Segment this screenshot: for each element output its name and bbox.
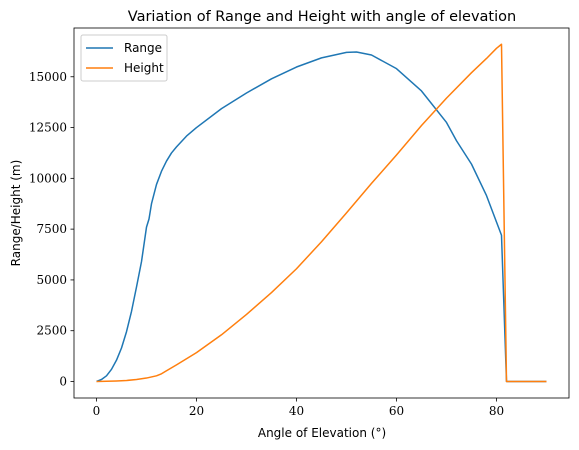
x-tick-label: 20: [189, 404, 204, 418]
x-axis-label: Angle of Elevation (°): [258, 426, 386, 440]
legend-box: [80, 34, 168, 82]
plot-frame: [73, 27, 570, 399]
y-tick-label: 2500: [36, 324, 67, 338]
y-tick-label: 7500: [36, 222, 67, 236]
y-tick-label: 12500: [29, 121, 67, 135]
x-tick-label: 80: [489, 404, 504, 418]
x-axis-ticks: 0 20 40 60 80: [93, 398, 504, 418]
y-tick-label: 15000: [29, 70, 67, 84]
plot-area: [74, 28, 569, 398]
chart-title: Variation of Range and Height with angle…: [128, 9, 516, 25]
legend-label-height: Height: [124, 61, 164, 75]
y-tick-label: 5000: [36, 273, 67, 287]
y-axis-ticks: 0 2500 5000 7500 10000 12500 15000: [29, 70, 74, 389]
legend-label-range: Range: [124, 41, 162, 55]
y-tick-label: 10000: [29, 171, 67, 185]
y-tick-label: 0: [59, 375, 67, 389]
x-tick-label: 40: [289, 404, 304, 418]
y-axis-label: Range/Height (m): [9, 160, 23, 267]
x-tick-label: 0: [93, 404, 101, 418]
series-line-range: [96, 51, 547, 383]
legend: Range Height: [80, 34, 168, 82]
series-layer: [96, 43, 547, 383]
x-tick-label: 60: [389, 404, 404, 418]
series-line-height: [96, 43, 547, 383]
